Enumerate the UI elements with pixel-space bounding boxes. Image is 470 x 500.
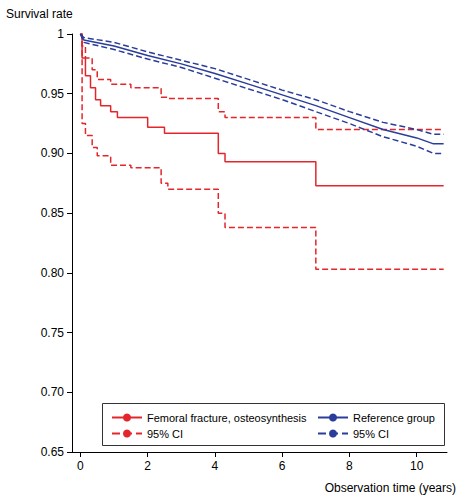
svg-text:10: 10 [410,459,424,473]
svg-text:0.75: 0.75 [41,326,65,340]
svg-text:2: 2 [144,459,151,473]
svg-text:0.90: 0.90 [41,146,65,160]
svg-text:95% CI: 95% CI [353,428,389,440]
svg-text:0.65: 0.65 [41,445,65,459]
svg-text:4: 4 [212,459,219,473]
svg-text:0.70: 0.70 [41,385,65,399]
svg-text:95% CI: 95% CI [147,428,183,440]
svg-text:Reference group: Reference group [353,412,435,424]
svg-text:0.85: 0.85 [41,206,65,220]
svg-text:Survival rate: Survival rate [6,7,73,21]
svg-text:6: 6 [279,459,286,473]
svg-text:Observation time (years): Observation time (years) [325,481,456,495]
svg-text:0.95: 0.95 [41,87,65,101]
svg-text:Femoral fracture, osteosynthes: Femoral fracture, osteosynthesis [147,412,307,424]
svg-text:8: 8 [346,459,353,473]
svg-text:0.80: 0.80 [41,266,65,280]
svg-text:0: 0 [77,459,84,473]
svg-text:1: 1 [57,27,64,41]
